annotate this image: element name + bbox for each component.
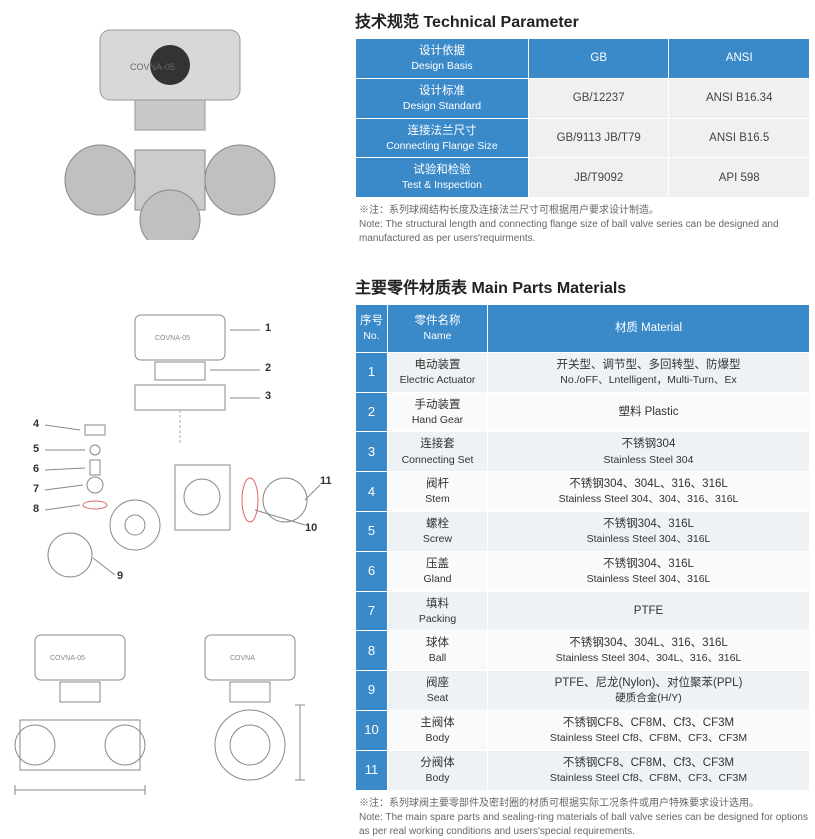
part-no: 10: [356, 710, 388, 750]
part-name: 手动装置Hand Gear: [388, 392, 488, 432]
part-no: 11: [356, 750, 388, 790]
part-no: 3: [356, 432, 388, 472]
table-row: 4阀杆Stem不锈钢304、304L、316、316LStainless Ste…: [356, 472, 810, 512]
table-row: 6压盖Gland不锈钢304、316LStainless Steel 304、3…: [356, 551, 810, 591]
part-material: 不锈钢304、316LStainless Steel 304、316L: [488, 512, 810, 552]
part-name: 填料Packing: [388, 591, 488, 631]
table-row: 2手动装置Hand Gear塑料 Plastic: [356, 392, 810, 432]
main-parts-materials-table: 序号No. 零件名称Name 材质 Material 1电动装置Electric…: [355, 304, 810, 790]
callout-10: 10: [305, 522, 317, 534]
part-name: 阀座Seat: [388, 671, 488, 711]
parts-note: ※注：系列球阀主要零部件及密封圈的材质可根据实际工况条件或用户特殊要求设计选用。…: [359, 797, 810, 839]
part-name: 阀杆Stem: [388, 472, 488, 512]
callout-3: 3: [265, 390, 271, 402]
part-no: 1: [356, 352, 388, 392]
part-no: 9: [356, 671, 388, 711]
callout-1: 1: [265, 322, 271, 334]
table-row: 3连接套Connecting Set不锈钢304Stainless Steel …: [356, 432, 810, 472]
tech-title: 技术规范 Technical Parameter: [355, 8, 810, 32]
part-name: 主阀体Body: [388, 710, 488, 750]
part-material: 不锈钢304、316LStainless Steel 304、316L: [488, 551, 810, 591]
part-material: 塑料 Plastic: [488, 392, 810, 432]
part-name: 连接套Connecting Set: [388, 432, 488, 472]
part-no: 6: [356, 551, 388, 591]
part-name: 螺栓Screw: [388, 512, 488, 552]
orthographic-views: COVNA-05 COVNA: [5, 630, 335, 810]
exploded-diagram: COVNA-05: [5, 310, 335, 610]
part-material: 不锈钢304、304L、316、316LStainless Steel 304、…: [488, 472, 810, 512]
callout-11: 11: [320, 475, 332, 487]
table-row: 1电动装置Electric Actuator开关型、调节型、多回转型、防爆型No…: [356, 352, 810, 392]
part-material: 开关型、调节型、多回转型、防爆型No./oFF、Lntelligent，Mult…: [488, 352, 810, 392]
table-row: 5螺栓Screw不锈钢304、316LStainless Steel 304、3…: [356, 512, 810, 552]
product-photo: COVNA-05: [20, 10, 320, 250]
callout-6: 6: [33, 463, 39, 475]
table-row: 9阀座SeatPTFE、尼龙(Nylon)、对位聚苯(PPL)硬质合金(H/Y): [356, 671, 810, 711]
table-row: 8球体Ball不锈钢304、304L、316、316LStainless Ste…: [356, 631, 810, 671]
table-row: 11分阀体Body不锈钢CF8、CF8M、Cf3、CF3MStainless S…: [356, 750, 810, 790]
part-material: PTFE、尼龙(Nylon)、对位聚苯(PPL)硬质合金(H/Y): [488, 671, 810, 711]
part-name: 分阀体Body: [388, 750, 488, 790]
callout-5: 5: [33, 443, 39, 455]
table-row: 7填料PackingPTFE: [356, 591, 810, 631]
technical-parameter-table: 设计依据Design Basis GB ANSI 设计标准Design Stan…: [355, 38, 810, 198]
table-row: 10主阀体Body不锈钢CF8、CF8M、Cf3、CF3MStainless S…: [356, 710, 810, 750]
svg-text:COVNA-05: COVNA-05: [155, 335, 190, 342]
brand-label: COVNA-05: [130, 62, 175, 72]
part-no: 2: [356, 392, 388, 432]
part-no: 5: [356, 512, 388, 552]
part-name: 球体Ball: [388, 631, 488, 671]
callout-4: 4: [33, 418, 39, 430]
callout-7: 7: [33, 483, 39, 495]
part-no: 7: [356, 591, 388, 631]
part-material: 不锈钢CF8、CF8M、Cf3、CF3MStainless Steel Cf8、…: [488, 710, 810, 750]
callout-9: 9: [117, 570, 123, 582]
callout-8: 8: [33, 503, 39, 515]
part-no: 4: [356, 472, 388, 512]
part-name: 压盖Gland: [388, 551, 488, 591]
part-name: 电动装置Electric Actuator: [388, 352, 488, 392]
part-material: 不锈钢CF8、CF8M、Cf3、CF3MStainless Steel Cf8、…: [488, 750, 810, 790]
part-material: PTFE: [488, 591, 810, 631]
part-no: 8: [356, 631, 388, 671]
parts-title: 主要零件材质表 Main Parts Materials: [355, 274, 810, 298]
ortho-brand-2: COVNA: [230, 655, 255, 662]
part-material: 不锈钢304、304L、316、316LStainless Steel 304、…: [488, 631, 810, 671]
callout-2: 2: [265, 362, 271, 374]
part-material: 不锈钢304Stainless Steel 304: [488, 432, 810, 472]
tech-note: ※注：系列球阀结构长度及连接法兰尺寸可根据用户要求设计制造。 Note: The…: [359, 204, 810, 246]
ortho-brand-1: COVNA-05: [50, 655, 85, 662]
